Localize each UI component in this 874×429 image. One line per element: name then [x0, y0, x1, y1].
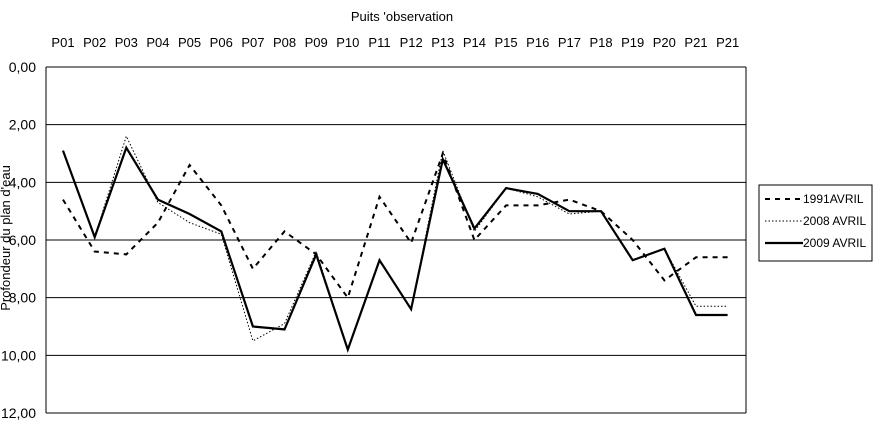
- series-line-3: [61, 145, 728, 353]
- x-tick-label: P17: [558, 35, 581, 50]
- x-tick-label: P21: [684, 35, 707, 50]
- x-tick-label: P20: [653, 35, 676, 50]
- y-tick-labels: 0,00 2,00 4,00 6,00 8,00 10,00 12,00: [1, 59, 36, 421]
- x-tick-label: P14: [463, 35, 486, 50]
- x-tick-label: P01: [51, 35, 74, 50]
- legend-label-2: 2008 AVRIL: [803, 214, 866, 228]
- legend-label-1: 1991AVRIL: [803, 192, 864, 206]
- x-tick-label: P09: [305, 35, 328, 50]
- y-tick-label: 0,00: [9, 59, 36, 75]
- chart-title: Puits 'observation: [351, 9, 453, 24]
- x-tick-label: P10: [336, 35, 359, 50]
- x-tick-label: P07: [241, 35, 264, 50]
- y-tick-label: 6,00: [9, 232, 36, 248]
- y-tick-label: 2,00: [9, 117, 36, 133]
- x-tick-label: P08: [273, 35, 296, 50]
- y-tick-label: 10,00: [1, 347, 36, 363]
- y-tick-label: 12,00: [1, 405, 36, 421]
- legend: 1991AVRIL 2008 AVRIL 2009 AVRIL: [758, 184, 873, 262]
- legend-box: [758, 184, 873, 262]
- y-axis-label: Profondeur du plan d'eau: [0, 165, 13, 311]
- x-tick-label: P15: [495, 35, 518, 50]
- x-tick-label: P13: [431, 35, 454, 50]
- y-tick-label: 8,00: [9, 290, 36, 306]
- x-tick-label: P21: [716, 35, 739, 50]
- x-tick-labels: P01 P02 P03 P04 P05 P06 P07 P08 P09 P10 P11 P12 P13 P…: [51, 35, 739, 50]
- x-tick-label: P03: [115, 35, 138, 50]
- series-line-1: [62, 150, 728, 300]
- legend-label-3: 2009 AVRIL: [803, 236, 866, 250]
- x-tick-label: P02: [83, 35, 106, 50]
- x-tick-label: P04: [146, 35, 169, 50]
- grid-layer: [45, 66, 747, 414]
- x-tick-label: P12: [400, 35, 423, 50]
- x-tick-label: P06: [210, 35, 233, 50]
- x-tick-label: P16: [526, 35, 549, 50]
- series-line-2: [62, 134, 728, 352]
- x-tick-label: P11: [368, 35, 390, 50]
- x-tick-label: P18: [589, 35, 612, 50]
- y-tick-label: 4,00: [9, 174, 36, 190]
- x-tick-label: P19: [621, 35, 644, 50]
- series-lines: [61, 134, 728, 353]
- x-tick-label: P05: [178, 35, 201, 50]
